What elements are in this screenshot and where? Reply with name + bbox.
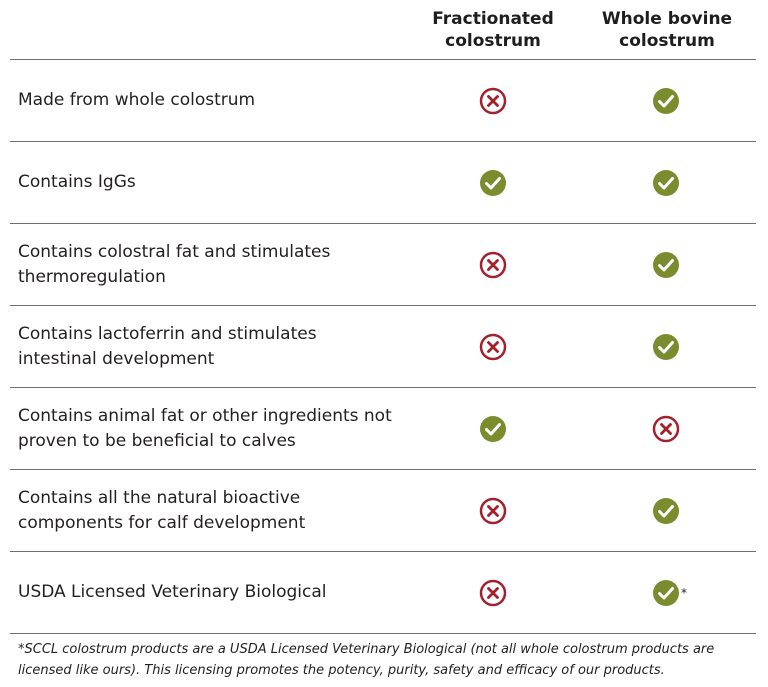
cell-fractionated [463,306,523,387]
column-header-line: colostrum [445,31,541,51]
column-header-line: colostrum [619,31,715,51]
table-row: Contains IgGs [0,142,768,223]
row-divider [10,305,756,306]
cross-circle-icon [479,497,507,525]
row-label-line: Contains colostral fat and stimulates [18,241,331,262]
check-circle-icon [652,169,680,197]
cell-fractionated [463,470,523,551]
table-row: Contains lactoferrin and stimulates intes… [0,306,768,387]
cell-whole [636,60,696,141]
row-label: Contains all the natural bioactive compon… [18,470,418,551]
cross-circle-icon [479,333,507,361]
cross-circle-icon [479,251,507,279]
cell-fractionated [463,224,523,305]
row-label: Contains IgGs [18,142,418,223]
table-row: Made from whole colostrum [0,60,768,141]
cross-circle-icon [479,579,507,607]
cell-whole [636,388,696,469]
check-circle-icon [652,497,680,525]
column-header-line: Fractionated [432,9,554,29]
row-label: Contains animal fat or other ingredients… [18,388,418,469]
row-label-line: intestinal development [18,348,215,369]
table-row: Contains colostral fat and stimulates the… [0,224,768,305]
footnote-line: *SCCL colostrum products are a USDA Lice… [18,642,715,657]
cell-fractionated [463,552,523,633]
table-row: USDA Licensed Veterinary Biological * [0,552,768,633]
row-label-line: Contains all the natural bioactive [18,487,301,508]
row-label-line: proven to be beneficial to calves [18,430,296,451]
check-circle-icon [652,333,680,361]
check-circle-icon [479,415,507,443]
cell-whole [636,306,696,387]
row-label-line: USDA Licensed Veterinary Biological [18,582,327,602]
row-label: Contains lactoferrin and stimulates intes… [18,306,418,387]
check-circle-icon [652,251,680,279]
row-label: Contains colostral fat and stimulates the… [18,224,418,305]
row-divider [10,141,756,142]
column-header-line: Whole bovine [601,9,733,29]
table-row: Contains all the natural bioactive compon… [0,470,768,551]
table-header: Fractionated colostrum Whole bovine colo… [0,8,768,58]
cross-circle-icon [652,415,680,443]
row-divider [10,633,756,634]
cell-fractionated [463,60,523,141]
row-label-line: Made from whole colostrum [18,90,256,110]
row-label-line: Contains animal fat or other ingredients… [18,405,392,426]
row-label-line: components for calf development [18,512,306,533]
row-divider [10,59,756,60]
footnote-line: licensed like ours). This licensing prom… [18,663,665,678]
cell-fractionated [463,142,523,223]
check-circle-icon [479,169,507,197]
row-label: USDA Licensed Veterinary Biological [18,552,418,633]
check-circle-icon [652,87,680,115]
table-row: Contains animal fat or other ingredients… [0,388,768,469]
column-header-fractionated: Fractionated colostrum [403,8,583,52]
cell-fractionated [463,388,523,469]
cell-whole [636,224,696,305]
cell-whole [636,470,696,551]
row-divider [10,387,756,388]
footnote: *SCCL colostrum products are a USDA Lice… [18,639,748,681]
row-divider [10,551,756,552]
row-label-line: thermoregulation [18,266,166,287]
footnote-marker: * [681,586,687,600]
row-label-line: Contains IgGs [18,172,136,192]
row-divider [10,223,756,224]
check-circle-icon [652,579,680,607]
row-divider [10,469,756,470]
column-header-whole: Whole bovine colostrum [577,8,757,52]
row-label: Made from whole colostrum [18,60,418,141]
cross-circle-icon [479,87,507,115]
row-label-line: Contains lactoferrin and stimulates [18,323,317,344]
cell-whole [636,142,696,223]
cell-whole [636,552,696,633]
